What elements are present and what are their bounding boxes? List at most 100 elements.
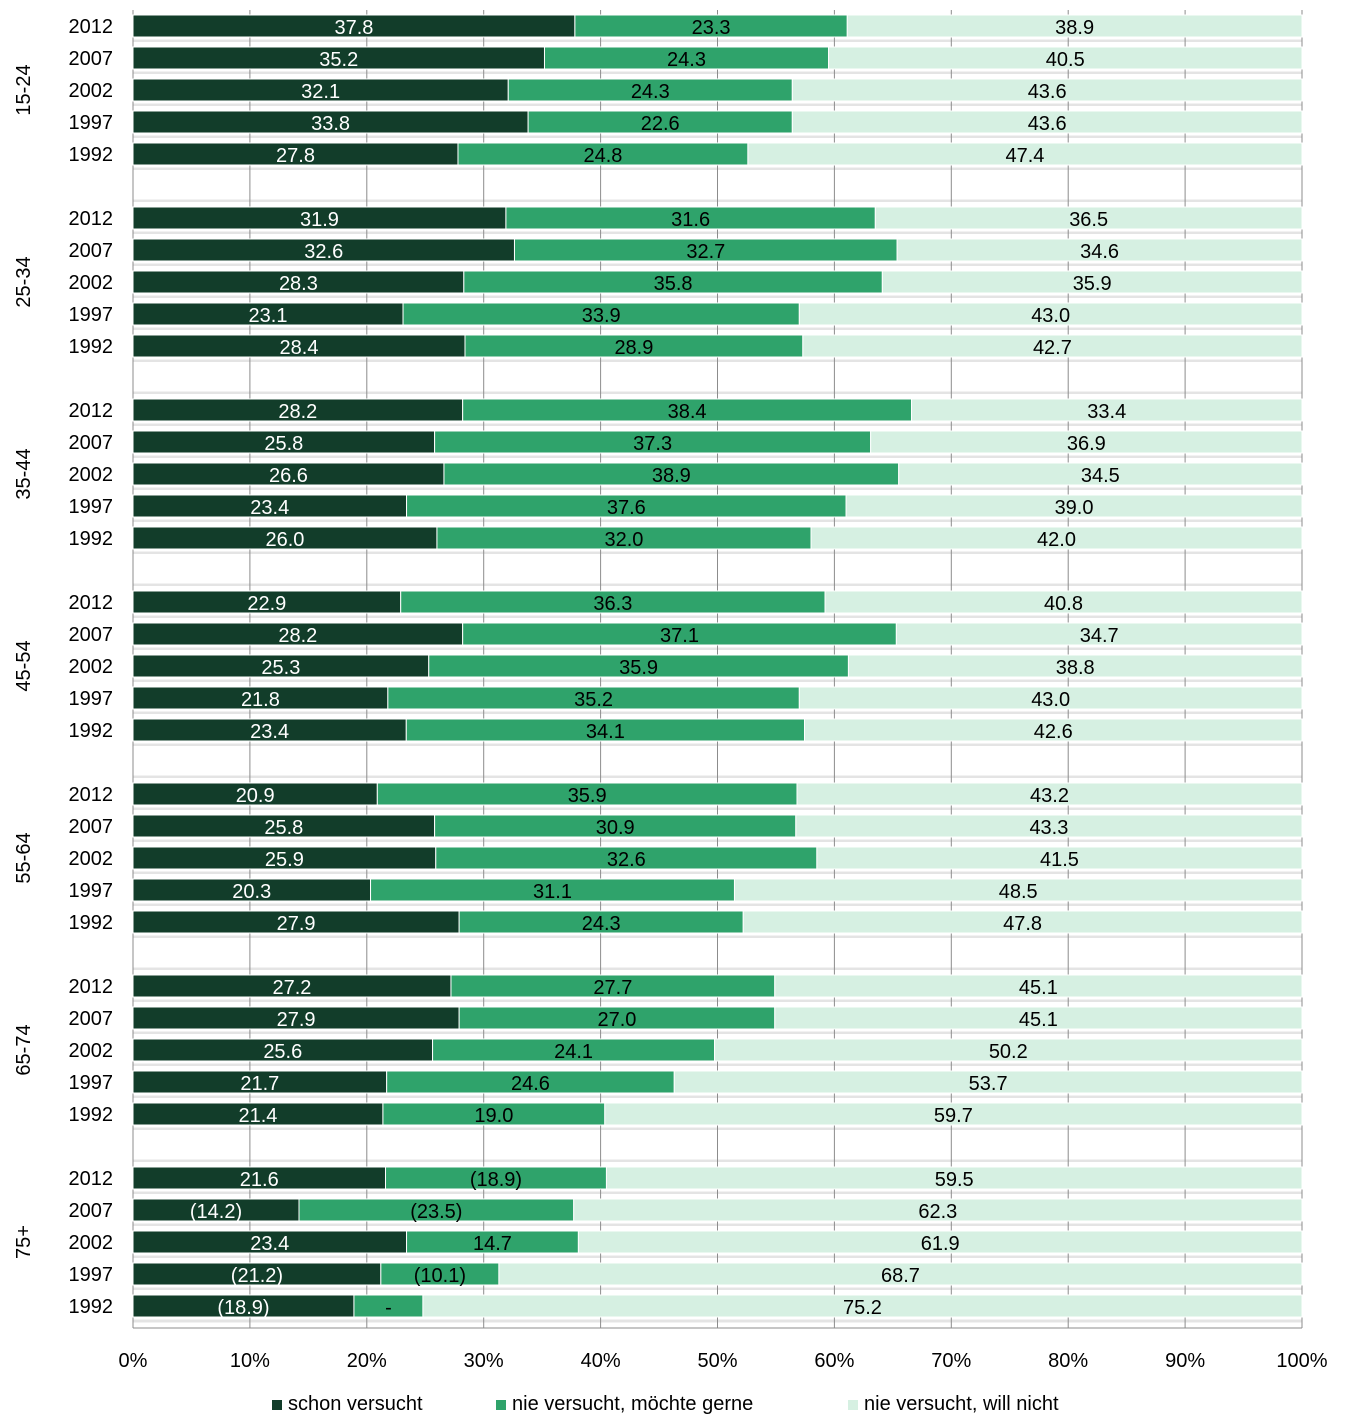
year-label: 2012 xyxy=(69,208,114,230)
data-label: 42.0 xyxy=(1037,529,1076,551)
data-label: 35.8 xyxy=(654,273,693,295)
data-label: 34.1 xyxy=(586,721,625,743)
bar-segment xyxy=(605,1166,1303,1190)
bar-segment xyxy=(895,622,1303,646)
data-label: 33.8 xyxy=(311,113,350,135)
data-label: 43.0 xyxy=(1031,689,1070,711)
data-label: (23.5) xyxy=(410,1201,462,1223)
data-label: 28.2 xyxy=(278,401,317,423)
data-label: 24.1 xyxy=(554,1041,593,1063)
data-label: 38.4 xyxy=(668,401,707,423)
year-label: 1997 xyxy=(69,1264,114,1286)
data-label: 26.6 xyxy=(269,465,308,487)
data-label: 43.0 xyxy=(1031,305,1070,327)
x-tick-label: 70% xyxy=(931,1350,971,1372)
data-label: (18.9) xyxy=(470,1169,522,1191)
age-group-label: 35-44 xyxy=(13,448,35,499)
data-label: (21.2) xyxy=(231,1265,283,1287)
x-tick-label: 20% xyxy=(347,1350,387,1372)
year-label: 2002 xyxy=(69,848,114,870)
data-label: 43.6 xyxy=(1028,113,1067,135)
data-label: 35.9 xyxy=(1073,273,1112,295)
data-label: 28.2 xyxy=(278,625,317,647)
age-group-label: 65-74 xyxy=(13,1024,35,1075)
data-label: (18.9) xyxy=(217,1297,269,1319)
bar-segment xyxy=(714,1038,1303,1062)
year-label: 2012 xyxy=(69,1168,114,1190)
year-label: 1997 xyxy=(69,1072,114,1094)
bar-segment xyxy=(604,1102,1303,1126)
data-label: 32.6 xyxy=(607,849,646,871)
bar-segment xyxy=(498,1262,1303,1286)
data-label: 59.5 xyxy=(935,1169,974,1191)
data-label: 30.9 xyxy=(596,817,635,839)
data-label: 23.1 xyxy=(249,305,288,327)
year-label: 2002 xyxy=(69,272,114,294)
data-label: 47.4 xyxy=(1005,145,1044,167)
bar-segment xyxy=(810,526,1303,550)
data-label: 24.8 xyxy=(583,145,622,167)
data-label: 28.9 xyxy=(614,337,653,359)
data-label: 20.9 xyxy=(236,785,275,807)
data-label: 27.9 xyxy=(277,913,316,935)
bar-segment xyxy=(573,1198,1303,1222)
data-label: 24.3 xyxy=(631,81,670,103)
year-label: 2007 xyxy=(69,624,114,646)
year-label: 2012 xyxy=(69,400,114,422)
data-label: 36.9 xyxy=(1067,433,1106,455)
x-tick-label: 80% xyxy=(1048,1350,1088,1372)
year-label: 1997 xyxy=(69,496,114,518)
data-label: 14.7 xyxy=(473,1233,512,1255)
year-label: 1997 xyxy=(69,112,114,134)
legend-label: nie versucht, möchte gerne xyxy=(512,1393,753,1415)
x-tick-label: 30% xyxy=(464,1350,504,1372)
year-label: 2012 xyxy=(69,784,114,806)
data-label: 34.6 xyxy=(1080,241,1119,263)
data-label: 40.5 xyxy=(1046,49,1085,71)
bar-segment xyxy=(791,110,1303,134)
data-label: 20.3 xyxy=(232,881,271,903)
data-label: 32.7 xyxy=(686,241,725,263)
data-label: 35.2 xyxy=(574,689,613,711)
legend-swatch xyxy=(272,1400,282,1410)
year-label: 2002 xyxy=(69,1232,114,1254)
legend-label: nie versucht, will nicht xyxy=(864,1393,1059,1415)
data-label: 32.6 xyxy=(304,241,343,263)
age-group-label: 45-54 xyxy=(13,640,35,691)
data-label: 37.6 xyxy=(607,497,646,519)
bar-segment xyxy=(742,910,1303,934)
year-label: 2007 xyxy=(69,1200,114,1222)
data-label: 62.3 xyxy=(918,1201,957,1223)
bar-segment xyxy=(824,590,1303,614)
year-label: 1992 xyxy=(69,144,114,166)
bar-segment xyxy=(795,814,1303,838)
data-label: 25.6 xyxy=(263,1041,302,1063)
bar-segment xyxy=(798,302,1303,326)
data-label: 34.7 xyxy=(1080,625,1119,647)
bar-segment xyxy=(733,878,1303,902)
data-label: 38.9 xyxy=(1055,17,1094,39)
bar-segment xyxy=(577,1230,1303,1254)
year-label: 1997 xyxy=(69,304,114,326)
data-label: 27.2 xyxy=(273,977,312,999)
age-group-label: 15-24 xyxy=(13,64,35,115)
data-label: (14.2) xyxy=(190,1201,242,1223)
data-label: 27.7 xyxy=(593,977,632,999)
year-label: 2002 xyxy=(69,656,114,678)
bar-segment xyxy=(747,142,1303,166)
data-label: 37.8 xyxy=(334,17,373,39)
legend-swatch xyxy=(496,1400,506,1410)
year-label: 2012 xyxy=(69,976,114,998)
bar-segment xyxy=(774,1006,1303,1030)
data-label: 26.0 xyxy=(266,529,305,551)
year-label: 2012 xyxy=(69,16,114,38)
legend-swatch xyxy=(848,1400,858,1410)
data-label: 33.4 xyxy=(1087,401,1126,423)
data-label: 42.7 xyxy=(1033,337,1072,359)
data-label: 25.8 xyxy=(264,817,303,839)
x-tick-label: 100% xyxy=(1276,1350,1327,1372)
data-label: 45.1 xyxy=(1019,1009,1058,1031)
age-group-label: 25-34 xyxy=(13,256,35,307)
x-tick-label: 40% xyxy=(581,1350,621,1372)
